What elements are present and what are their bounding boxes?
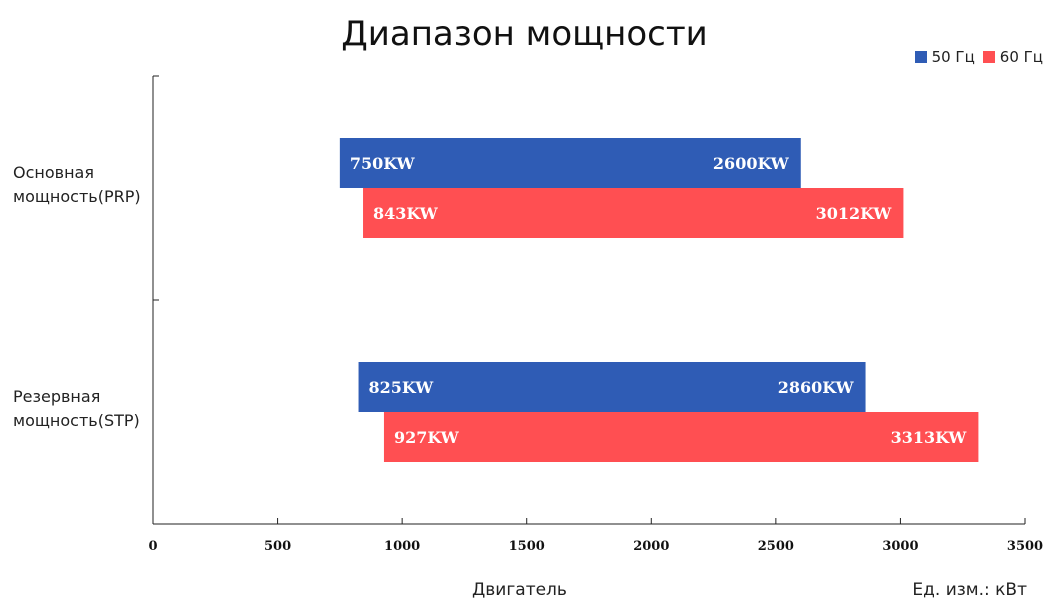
category-label: мощность(STP) xyxy=(13,411,140,430)
legend-item-60hz: 60 Гц xyxy=(982,48,1043,66)
x-tick-label: 1500 xyxy=(509,539,545,554)
x-tick-label: 500 xyxy=(264,539,291,554)
legend-label-60hz: 60 Гц xyxy=(999,48,1043,66)
bar-end-label: 3012KW xyxy=(816,204,893,223)
x-tick-label: 1000 xyxy=(384,539,420,554)
x-tick-label: 0 xyxy=(148,539,157,554)
unit-label: Ед. изм.: кВт xyxy=(912,580,1027,600)
bar-start-label: 927KW xyxy=(394,428,460,447)
category-label: Основная xyxy=(13,163,94,182)
legend: 50 Гц 60 Гц xyxy=(914,48,1043,66)
x-tick-label: 3500 xyxy=(1007,539,1043,554)
x-tick-label: 3000 xyxy=(882,539,918,554)
x-tick-label: 2000 xyxy=(633,539,669,554)
category-label: мощность(PRP) xyxy=(13,187,141,206)
bar-start-label: 843KW xyxy=(373,204,439,223)
bar xyxy=(358,362,866,412)
bar-end-label: 3313KW xyxy=(891,428,968,447)
bar xyxy=(339,138,801,188)
bar xyxy=(363,188,904,238)
chart-title: Диапазон мощности xyxy=(341,14,708,54)
category-label: Резервная xyxy=(13,387,100,406)
legend-item-50hz: 50 Гц xyxy=(914,48,975,66)
legend-swatch-50hz xyxy=(914,51,927,63)
x-axis-label: Двигатель xyxy=(472,580,567,600)
x-tick-label: 2500 xyxy=(758,539,794,554)
legend-swatch-60hz xyxy=(982,51,995,63)
bar-end-label: 2860KW xyxy=(778,378,855,397)
bar xyxy=(383,412,979,462)
bar-start-label: 825KW xyxy=(369,378,435,397)
bar-end-label: 2600KW xyxy=(713,154,790,173)
legend-label-50hz: 50 Гц xyxy=(931,48,975,66)
bar-start-label: 750KW xyxy=(350,154,416,173)
